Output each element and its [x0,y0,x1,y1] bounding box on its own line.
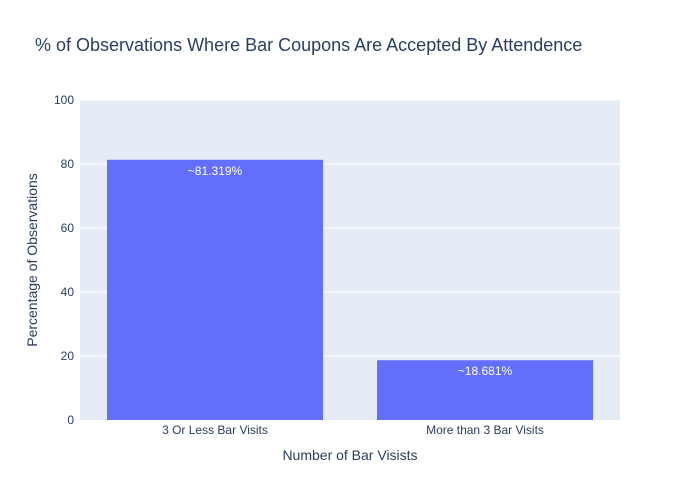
bars [107,159,593,420]
bar[interactable] [377,360,593,420]
x-axis-title: Number of Bar Visists [282,447,417,463]
y-tick-label: 60 [61,221,75,235]
bar[interactable] [107,159,323,420]
y-tick-label: 20 [61,349,75,363]
y-tick-label: 100 [54,93,74,107]
bar-data-label: ~18.681% [458,364,513,378]
data-labels: ~81.319% ~18.681% [188,164,513,378]
y-tick-label: 40 [61,285,75,299]
y-tick-label: 0 [67,413,74,427]
y-axis-title: Percentage of Observations [24,173,40,347]
x-axis-ticks: 3 Or Less Bar Visits More than 3 Bar Visi… [162,423,544,437]
y-axis-ticks: 0 20 40 60 80 100 [54,93,74,427]
x-tick-label: More than 3 Bar Visits [426,423,544,437]
x-tick-label: 3 Or Less Bar Visits [162,423,268,437]
y-tick-label: 80 [61,157,75,171]
chart-title: % of Observations Where Bar Coupons Are … [35,35,582,55]
bar-data-label: ~81.319% [188,164,243,178]
